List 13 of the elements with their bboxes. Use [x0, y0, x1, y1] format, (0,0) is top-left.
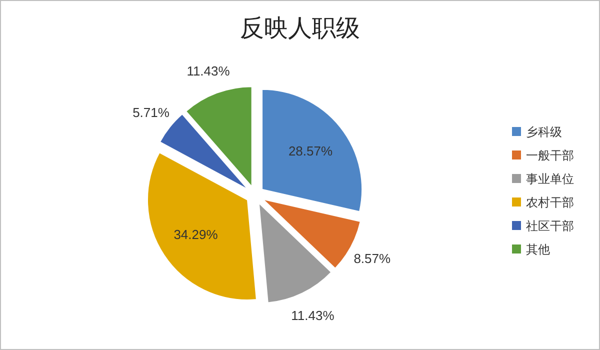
data-label: 8.57% [354, 251, 391, 266]
legend-label: 社区干部 [526, 219, 574, 233]
data-label: 11.43% [291, 308, 335, 323]
legend-label: 一般干部 [526, 148, 574, 162]
data-label: 34.29% [174, 227, 218, 242]
data-label: 5.71% [132, 105, 170, 120]
legend-label: 事业单位 [526, 172, 574, 186]
legend-label: 其他 [526, 242, 550, 256]
chart-title: 反映人职级 [240, 15, 360, 42]
legend-label: 乡科级 [526, 125, 562, 139]
data-label: 11.43% [186, 63, 230, 78]
legend-label: 农村干部 [526, 196, 574, 210]
data-label: 28.57% [288, 144, 333, 159]
